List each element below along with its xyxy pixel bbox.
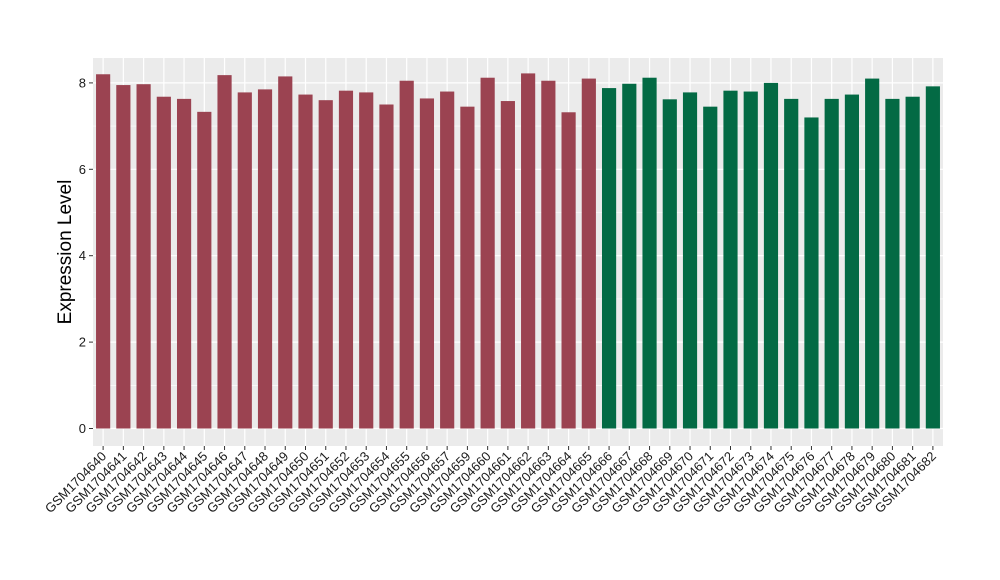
bar-GSM1704643 [156, 96, 171, 429]
bar-GSM1704668 [642, 77, 657, 429]
bar-GSM1704640 [96, 74, 111, 429]
bar-GSM1704682 [925, 86, 940, 429]
bar-GSM1704645 [197, 111, 212, 429]
bar-GSM1704641 [116, 85, 131, 429]
bar-GSM1704673 [743, 91, 758, 429]
bar-GSM1704646 [217, 75, 232, 429]
bar-GSM1704671 [703, 106, 718, 429]
bar-GSM1704642 [136, 84, 151, 429]
bar-GSM1704661 [500, 101, 515, 429]
y-tick-label: 0 [79, 421, 86, 436]
y-tick-label: 6 [79, 162, 86, 177]
bar-GSM1704659 [460, 106, 475, 429]
bar-GSM1704649 [278, 76, 293, 429]
plot-panel [93, 58, 943, 446]
y-tick-label: 4 [79, 248, 86, 263]
bar-GSM1704647 [237, 92, 252, 429]
bar-GSM1704678 [844, 94, 860, 429]
bar-GSM1704669 [662, 99, 677, 429]
bar-GSM1704653 [359, 92, 374, 429]
x-axis: GSM1704640GSM1704641GSM1704642GSM1704643… [42, 446, 939, 516]
y-axis: 0 2 4 6 8 [79, 75, 93, 436]
bar-GSM1704648 [257, 89, 273, 429]
bar-GSM1704679 [865, 78, 880, 429]
bar-GSM1704674 [763, 82, 779, 429]
minor-gridlines [93, 125, 943, 386]
y-tick-label: 2 [79, 335, 86, 350]
bar-GSM1704672 [723, 90, 738, 429]
bar-GSM1704677 [824, 98, 839, 429]
bar-GSM1704657 [440, 91, 455, 429]
bar-GSM1704680 [885, 98, 900, 429]
bar-GSM1704654 [379, 104, 394, 429]
bar-GSM1704665 [581, 78, 596, 429]
bar-GSM1704656 [419, 98, 435, 429]
bar-GSM1704675 [784, 98, 799, 429]
bar-GSM1704663 [541, 80, 556, 429]
bar-GSM1704662 [521, 73, 536, 429]
bar-GSM1704660 [480, 77, 495, 429]
bar-GSM1704667 [622, 83, 637, 429]
bar-GSM1704664 [561, 112, 576, 429]
bar-GSM1704650 [298, 94, 313, 429]
y-axis-title: Expression Level [55, 180, 76, 325]
bar-GSM1704655 [399, 80, 414, 429]
bar-GSM1704651 [318, 100, 333, 429]
bar-GSM1704644 [176, 98, 192, 429]
bar-GSM1704652 [338, 90, 354, 429]
bar-GSM1704676 [804, 117, 819, 429]
bar-GSM1704670 [682, 92, 698, 429]
bar-GSM1704666 [601, 88, 617, 429]
bars [96, 73, 940, 429]
y-tick-label: 8 [79, 75, 86, 90]
bar-GSM1704681 [905, 96, 920, 429]
